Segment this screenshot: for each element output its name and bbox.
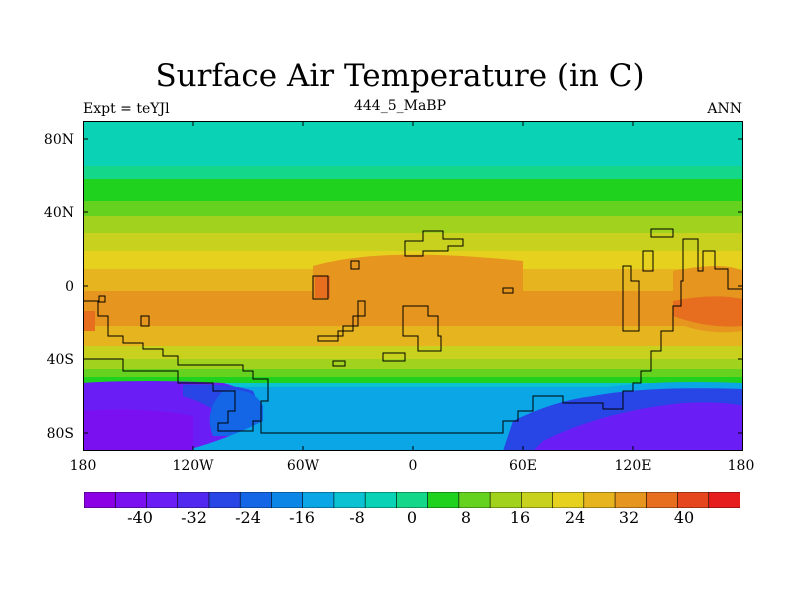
- lon-label-0: 0: [408, 458, 418, 474]
- colorbar-label--16: -16: [289, 508, 315, 527]
- season-label: ANN: [707, 101, 742, 117]
- colorbar-swatch: [614, 492, 647, 508]
- colorbar-label-32: 32: [618, 508, 640, 527]
- colorbar-swatch: [114, 492, 148, 508]
- lat-ticks: [83, 138, 743, 434]
- lon-label-60w: 60W: [286, 458, 320, 474]
- band-arctic: [83, 121, 743, 166]
- outline-central-africa: [402, 305, 442, 352]
- colorbar-swatch: [427, 492, 460, 508]
- colorbar-label-40: 40: [673, 508, 695, 527]
- colorbar-label-8: 8: [460, 508, 472, 527]
- lon-label-180e: 180: [727, 458, 755, 474]
- colorbar-swatch: [396, 492, 429, 508]
- cold-region-antarctic-west: [209, 390, 263, 436]
- colorbar: [84, 492, 740, 508]
- colorbar-swatch: [239, 492, 273, 508]
- colorbar-swatch: [364, 492, 397, 508]
- colorbar-swatch: [489, 492, 522, 508]
- outline-north-landmass: [404, 230, 464, 257]
- experiment-label: Expt = teYJl: [83, 101, 170, 117]
- hot-region-small: [315, 276, 330, 298]
- lat-label-40n: 40N: [43, 205, 74, 221]
- lon-label-120w: 120W: [172, 458, 214, 474]
- colorbar-label-16: 16: [509, 508, 531, 527]
- lon-ticks: [192, 121, 634, 451]
- outline-small-island-4: [140, 315, 150, 327]
- colorbar-swatch: [177, 492, 210, 508]
- outline-small-island-5: [382, 352, 406, 362]
- colorbar-swatch: [552, 492, 585, 508]
- colorbar-swatch: [271, 492, 304, 508]
- lon-label-60e: 60E: [508, 458, 538, 474]
- lat-label-0: 0: [65, 279, 74, 295]
- outline-small-island-1: [350, 260, 360, 270]
- hot-region-west: [83, 311, 95, 331]
- colorbar-swatch: [583, 492, 616, 508]
- colorbar-swatch: [302, 492, 335, 508]
- continent-outlines: [83, 228, 743, 434]
- colorbar-label--32: -32: [181, 508, 207, 527]
- hot-region-west-pacific: [673, 296, 743, 327]
- lat-label-80s: 80S: [46, 426, 74, 442]
- outline-west-africa: [312, 275, 329, 300]
- colorbar-swatch: [84, 492, 116, 508]
- colorbar-swatch: [708, 492, 740, 508]
- colorbar-label-0: 0: [406, 508, 418, 527]
- outline-far-east-2: [642, 250, 654, 272]
- colorbar-swatch: [458, 492, 491, 508]
- colorbar-swatch: [333, 492, 366, 508]
- outline-east-continent: [622, 265, 640, 332]
- colorbar-label--40: -40: [127, 508, 153, 527]
- warm-region-africa: [313, 254, 523, 304]
- colorbar-swatch: [677, 492, 710, 508]
- lat-label-40s: 40S: [46, 352, 74, 368]
- outline-far-east-1: [650, 228, 674, 238]
- colorbar-label-24: 24: [564, 508, 586, 527]
- outline-small-island-3: [502, 287, 514, 294]
- colorbar-swatch: [146, 492, 179, 508]
- band-south-deepgreen: [83, 377, 743, 387]
- lon-label-180w: 180: [69, 458, 97, 474]
- colorbar-swatch: [521, 492, 554, 508]
- plot-title: Surface Air Temperature (in C): [155, 58, 645, 94]
- cold-region-southern-ocean-deep: [83, 409, 193, 451]
- colorbar-swatch: [208, 492, 241, 508]
- lon-label-120e: 120E: [614, 458, 652, 474]
- cold-region-antarctic-deep: [533, 402, 743, 451]
- outline-small-island-6: [332, 360, 346, 367]
- temperature-map: [83, 121, 743, 451]
- period-label: 444_5_MaBP: [353, 98, 447, 114]
- outline-south-america: [83, 300, 269, 432]
- colorbar-label--8: -8: [349, 508, 365, 527]
- colorbar-label--24: -24: [235, 508, 261, 527]
- lat-label-80n: 80N: [43, 132, 74, 148]
- colorbar-swatch: [645, 492, 679, 508]
- outline-antarctic-shelf: [260, 238, 743, 434]
- outline-island-chain: [317, 300, 366, 342]
- outline-small-island-2: [98, 295, 106, 303]
